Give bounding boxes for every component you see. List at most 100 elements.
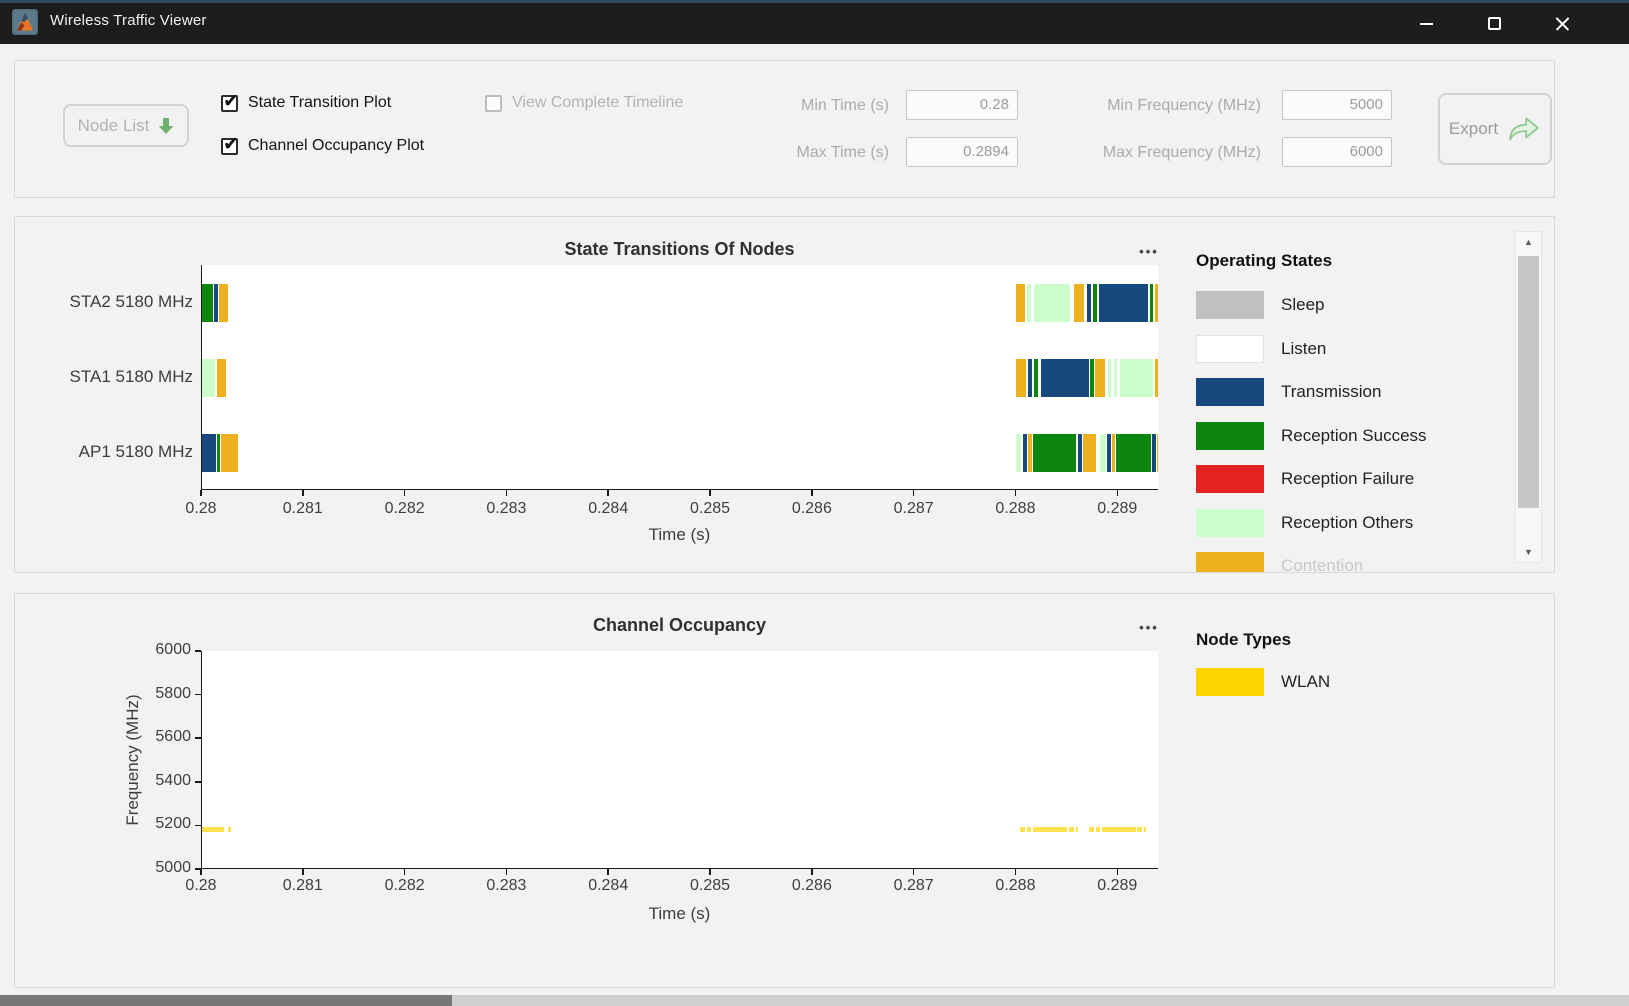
window-title: Wireless Traffic Viewer <box>50 12 207 29</box>
x-tick-mark <box>709 869 711 875</box>
occupancy-chart-title: Channel Occupancy <box>592 615 767 635</box>
x-tick-mark <box>302 490 304 496</box>
x-tick-mark <box>1116 490 1119 496</box>
minimize-icon <box>1419 22 1433 25</box>
legend-swatch-rx_failure <box>1196 465 1264 493</box>
maximize-icon <box>1487 17 1501 30</box>
x-tick-label: 0.287 <box>893 877 934 894</box>
state-segment-rx_others <box>202 358 216 397</box>
node-types-legend-title: Node Types <box>1196 630 1292 649</box>
legend-item-wlan: WLAN <box>1196 668 1330 696</box>
occupancy-y-axis-label: Frequency (MHz) <box>123 694 142 826</box>
checkbox-label: View Complete Timeline <box>512 94 684 111</box>
checkbox-state-transition-plot[interactable]: ✔ State Transition Plot <box>221 91 391 112</box>
legend-swatch-contention <box>1196 552 1264 572</box>
horizontal-scrollbar-thumb[interactable] <box>0 995 452 1006</box>
scroll-down-icon[interactable]: ▼ <box>1524 547 1533 557</box>
x-tick-mark <box>1116 869 1119 875</box>
y-tick-mark <box>195 868 201 870</box>
export-label: Export <box>1448 119 1499 138</box>
max-time-field[interactable]: 0.2894 <box>906 137 1018 167</box>
state-chart-title: State Transitions Of Nodes <box>564 239 795 259</box>
max-frequency-field[interactable]: 6000 <box>1282 137 1392 167</box>
export-button[interactable]: Export <box>1438 93 1552 165</box>
legend-scrollbar[interactable]: ▲ ▼ <box>1515 231 1542 563</box>
checkbox-view-complete-timeline[interactable]: ✔ View Complete Timeline <box>485 94 683 112</box>
occupancy-panel-menu-icon[interactable]: ••• <box>1139 620 1159 635</box>
occupancy-segment-wlan <box>1032 827 1068 833</box>
state-segment-contention <box>1111 433 1116 472</box>
legend-label: Contention <box>1281 556 1364 573</box>
max-frequency-label: Max Frequency (MHz) <box>1102 144 1261 161</box>
legend-label: Transmission <box>1281 382 1382 401</box>
x-tick-mark <box>607 490 609 496</box>
min-time-label: Min Time (s) <box>801 97 889 114</box>
legend-item-tx: Transmission <box>1196 378 1427 406</box>
occupancy-segment-wlan <box>1075 827 1079 833</box>
x-tick-mark <box>912 869 915 875</box>
legend-item-rx_others: Reception Others <box>1196 508 1427 537</box>
state-row-label: STA1 5180 MHz <box>69 366 193 386</box>
scrollbar-thumb[interactable] <box>1518 256 1539 508</box>
state-segment-contention <box>1095 358 1106 397</box>
legend-label: Reception Success <box>1281 425 1427 445</box>
occupancy-segment-wlan <box>202 827 225 833</box>
state-segment-contention <box>1016 358 1027 397</box>
min-time-field[interactable]: 0.28 <box>906 90 1018 120</box>
legend-item-rx_failure: Reception Failure <box>1196 465 1427 493</box>
x-tick-label: 0.282 <box>384 500 425 517</box>
occupancy-plot-area[interactable] <box>201 651 1158 869</box>
state-segment-rx_success <box>1034 358 1039 397</box>
state-segment-rx_success <box>216 433 220 472</box>
x-tick-mark <box>912 490 915 496</box>
state-segment-contention <box>1027 433 1032 472</box>
state-transitions-panel: State Transitions Of Nodes ••• Time (s) … <box>14 216 1555 573</box>
occupancy-segment-wlan <box>1069 827 1075 833</box>
occupancy-segment-wlan <box>1089 827 1095 833</box>
legend-label: WLAN <box>1281 672 1331 691</box>
y-tick-label: 5400 <box>155 771 191 789</box>
state-plot-area[interactable] <box>201 265 1158 490</box>
x-tick-label: 0.289 <box>1097 877 1138 894</box>
state-segment-contention <box>219 283 229 322</box>
scroll-up-icon[interactable]: ▲ <box>1524 237 1533 247</box>
maximize-button[interactable] <box>1471 3 1517 44</box>
state-segment-contention <box>1074 283 1085 322</box>
checkbox-box: ✔ <box>221 91 239 112</box>
min-frequency-field[interactable]: 5000 <box>1282 90 1392 120</box>
state-segment-rx_success <box>1116 433 1151 472</box>
y-tick-label: 5800 <box>155 684 191 702</box>
occupancy-segment-wlan <box>1137 827 1143 833</box>
checkbox-box: ✔ <box>221 134 239 155</box>
minimize-button[interactable] <box>1403 3 1449 44</box>
export-share-icon <box>1509 116 1539 140</box>
close-button[interactable] <box>1539 3 1585 44</box>
x-tick-label: 0.287 <box>893 500 934 517</box>
channel-occupancy-panel: Channel Occupancy ••• Frequency (MHz) Ti… <box>14 593 1555 988</box>
x-tick-label: 0.281 <box>282 877 323 894</box>
state-panel-menu-icon[interactable]: ••• <box>1139 244 1159 259</box>
legend-swatch-wlan <box>1196 668 1264 696</box>
x-tick-label: 0.288 <box>995 500 1036 517</box>
x-tick-mark <box>302 869 304 875</box>
min-frequency-label: Min Frequency (MHz) <box>1107 97 1261 114</box>
state-segment-tx <box>1099 283 1149 322</box>
legend-label: Sleep <box>1281 295 1325 314</box>
state-segment-tx <box>214 283 219 322</box>
legend-swatch-listen <box>1196 334 1264 363</box>
x-tick-mark <box>1014 490 1017 496</box>
legend-swatch-rx_others <box>1196 508 1264 537</box>
node-list-button[interactable]: Node List <box>63 104 189 147</box>
x-tick-label: 0.286 <box>791 877 832 894</box>
state-segment-contention <box>1154 283 1158 322</box>
occupancy-segment-wlan <box>1102 827 1136 833</box>
state-row-label: STA2 5180 MHz <box>69 291 193 311</box>
checkbox-channel-occupancy-plot[interactable]: ✔ Channel Occupancy Plot <box>221 134 424 155</box>
close-icon <box>1555 16 1570 31</box>
state-segment-rx_success <box>1092 283 1097 322</box>
horizontal-scrollbar[interactable] <box>0 995 1629 1006</box>
state-row-label: AP1 5180 MHz <box>78 441 193 461</box>
legend-item-sleep: Sleep <box>1196 291 1427 319</box>
x-tick-label: 0.283 <box>486 877 527 894</box>
